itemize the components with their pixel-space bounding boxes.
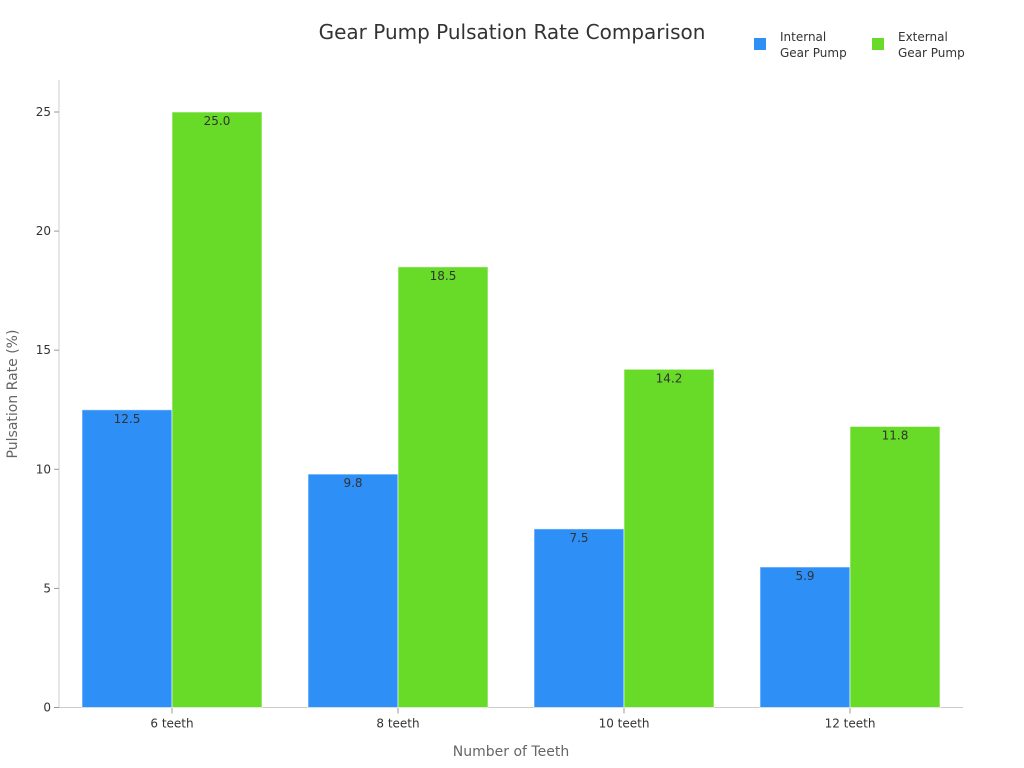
bar-external-8-teeth[interactable] <box>397 266 489 708</box>
bar-external-6-teeth[interactable] <box>171 111 263 708</box>
x-tick-label: 8 teeth <box>376 717 419 731</box>
bar-value-label: 25.0 <box>204 114 231 128</box>
y-tick-label: 0 <box>43 701 51 715</box>
y-tick-label: 25 <box>36 105 51 119</box>
bar-value-label: 9.8 <box>343 476 362 490</box>
y-axis-title: Pulsation Rate (%) <box>5 330 21 459</box>
x-tick-label: 6 teeth <box>150 717 193 731</box>
bar-external-10-teeth[interactable] <box>623 368 715 708</box>
y-tick-label: 20 <box>36 224 51 238</box>
y-tick-label: 5 <box>43 581 51 595</box>
x-tick-label: 10 teeth <box>599 717 650 731</box>
bar-value-label: 12.5 <box>114 412 141 426</box>
y-tick-label: 15 <box>36 343 51 357</box>
bar-internal-6-teeth[interactable] <box>81 409 173 708</box>
legend-label-internal-line2: Gear Pump <box>780 46 847 60</box>
bar-internal-10-teeth[interactable] <box>533 528 625 708</box>
legend: Internal Gear Pump External Gear Pump <box>754 29 970 61</box>
legend-label-external-line2: Gear Pump <box>898 46 965 60</box>
y-tick-label: 10 <box>36 462 51 476</box>
bar-value-label: 14.2 <box>656 371 683 385</box>
bar-value-label: 18.5 <box>430 269 457 283</box>
legend-label-internal-line1: Internal <box>780 30 827 44</box>
legend-swatch-internal <box>754 38 766 50</box>
bar-internal-12-teeth[interactable] <box>759 566 851 708</box>
bar-external-12-teeth[interactable] <box>849 425 941 708</box>
x-tick-label: 12 teeth <box>825 717 876 731</box>
legend-swatch-external <box>872 38 884 50</box>
chart-title: Gear Pump Pulsation Rate Comparison <box>318 20 706 44</box>
bar-internal-8-teeth[interactable] <box>307 473 399 708</box>
legend-label-external-line1: External <box>898 30 948 44</box>
legend-item-internal[interactable]: Internal Gear Pump <box>754 29 852 61</box>
bar-value-label: 5.9 <box>795 569 814 583</box>
bar-value-label: 7.5 <box>569 531 588 545</box>
legend-item-external[interactable]: External Gear Pump <box>872 29 970 61</box>
x-axis-title: Number of Teeth <box>453 744 569 760</box>
bar-value-label: 11.8 <box>882 428 909 442</box>
